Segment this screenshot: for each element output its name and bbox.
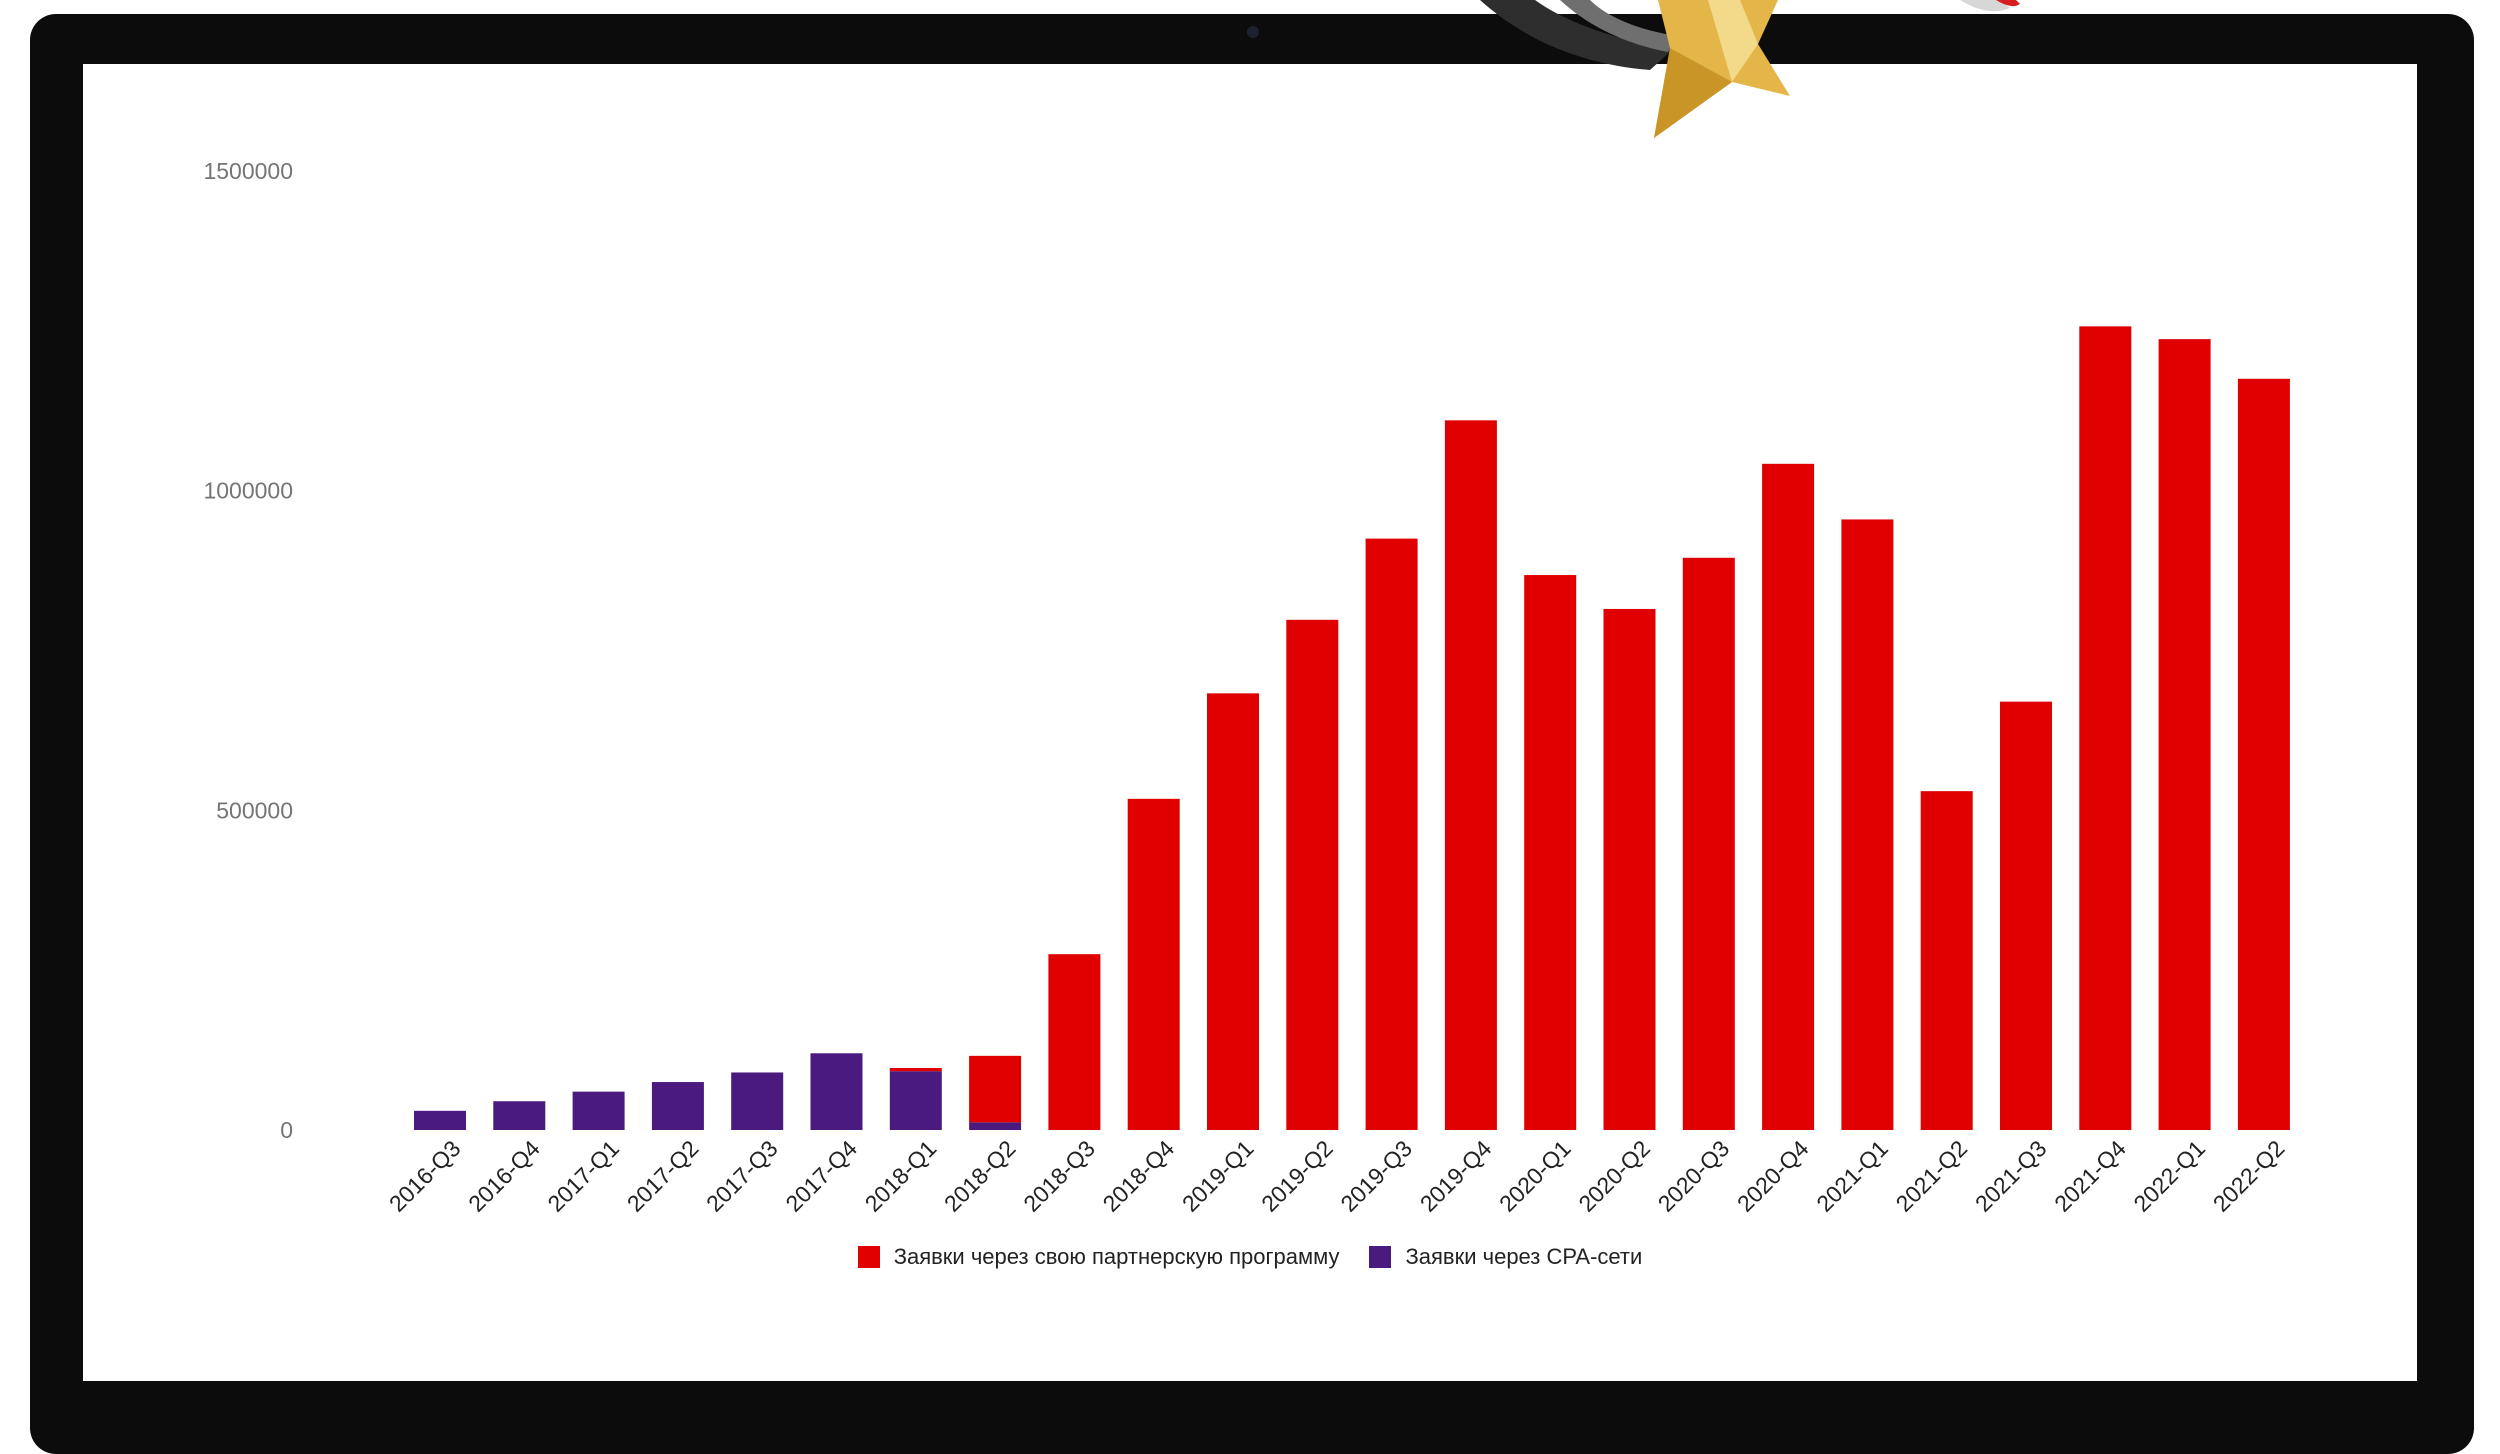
x-tick-label: 2018-Q1 (860, 1135, 942, 1217)
decorative-star-graphic (1480, 0, 2020, 138)
bar-partner (1762, 463, 1815, 1130)
x-tick-label: 2018-Q2 (939, 1135, 1021, 1217)
x-tick-label: 2016-Q4 (463, 1135, 545, 1217)
x-tick-label: 2021-Q1 (1811, 1135, 1893, 1217)
y-axis: 1500000 1000000 500000 0 (203, 158, 293, 1143)
bar-partner (969, 1055, 1022, 1123)
x-tick-label: 2019-Q1 (1177, 1135, 1259, 1217)
camera-dot (1247, 26, 1259, 38)
bar-partner (1048, 954, 1101, 1130)
x-tick-label: 2022-Q2 (2208, 1135, 2290, 1217)
legend-swatch-cpa (1369, 1246, 1392, 1268)
x-axis: 2016-Q32016-Q42017-Q12017-Q22017-Q32017-… (384, 1135, 2290, 1217)
bar-partner (1286, 619, 1339, 1130)
legend-item-partner: Заявки через свою партнерскую программу (857, 1244, 1340, 1270)
x-tick-label: 2017-Q1 (542, 1135, 624, 1217)
bar-partner (1207, 693, 1259, 1130)
x-tick-label: 2020-Q1 (1494, 1135, 1576, 1217)
legend: Заявки через свою партнерскую программу … (83, 1244, 2417, 1270)
x-tick-label: 2021-Q3 (1970, 1135, 2052, 1217)
legend-item-cpa: Заявки через CPA-сети (1369, 1244, 1642, 1270)
bar-partner (2237, 378, 2290, 1130)
x-tick-label: 2017-Q4 (780, 1135, 862, 1217)
x-tick-label: 2018-Q4 (1098, 1135, 1180, 1217)
bar-partner (2079, 326, 2132, 1130)
bar-partner (1603, 608, 1656, 1130)
bar-partner (2158, 339, 2211, 1130)
y-tick-label: 0 (280, 1117, 293, 1143)
legend-swatch-partner (857, 1246, 880, 1268)
bar-cpa (889, 1071, 942, 1130)
bar-partner (1524, 575, 1577, 1130)
x-tick-label: 2020-Q4 (1732, 1135, 1814, 1217)
bars (414, 326, 2290, 1131)
bar-partner (1444, 420, 1497, 1131)
x-tick-label: 2019-Q2 (1256, 1135, 1338, 1217)
y-tick-label: 1000000 (203, 478, 293, 504)
x-tick-label: 2021-Q4 (2049, 1135, 2131, 1217)
bar-cpa (414, 1110, 466, 1130)
x-tick-label: 2019-Q4 (1415, 1135, 1497, 1217)
bar-partner (1365, 538, 1418, 1130)
bar-cpa (810, 1053, 863, 1130)
y-tick-label: 500000 (216, 797, 293, 823)
x-tick-label: 2018-Q3 (1018, 1135, 1100, 1217)
legend-label-cpa: Заявки через CPA-сети (1405, 1244, 1643, 1269)
x-tick-label: 2021-Q2 (1891, 1135, 1973, 1217)
x-tick-label: 2020-Q2 (1573, 1135, 1655, 1217)
chart-area: 1500000 1000000 500000 0 2016-Q3 2016-Q4 2017… (83, 64, 2417, 1381)
bar-partner (889, 1067, 942, 1072)
x-tick-label: 2016-Q3 (384, 1135, 466, 1217)
bar-cpa (572, 1091, 625, 1130)
x-tick-label: 2017-Q2 (622, 1135, 704, 1217)
x-tick-label: 2017-Q3 (701, 1135, 783, 1217)
bar-partner (2000, 701, 2052, 1130)
x-tick-label: 2022-Q1 (2128, 1135, 2210, 1217)
bar-cpa (731, 1072, 784, 1130)
bar-partner (1127, 798, 1180, 1130)
bar-cpa (493, 1101, 546, 1130)
y-tick-label: 1500000 (203, 158, 293, 184)
bar-cpa (651, 1082, 704, 1130)
x-tick-label: 2019-Q3 (1335, 1135, 1417, 1217)
bar-partner (1682, 557, 1735, 1130)
bar-partner (1920, 791, 1973, 1130)
bar-cpa (969, 1122, 1022, 1130)
legend-label-partner: Заявки через свою партнерскую программу (893, 1244, 1340, 1269)
x-tick-label: 2020-Q3 (1653, 1135, 1735, 1217)
bar-partner (1841, 519, 1894, 1130)
